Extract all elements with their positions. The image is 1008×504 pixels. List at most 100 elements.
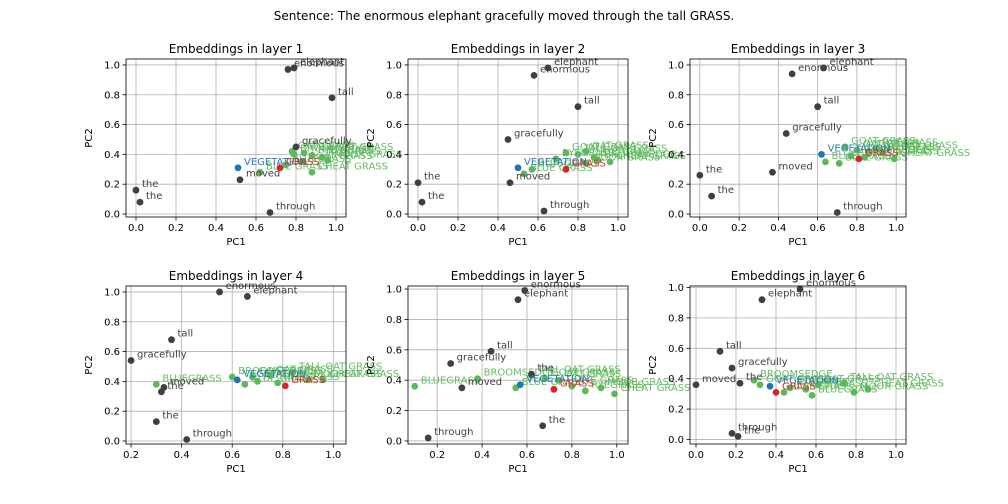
point-label-similar: RYE GRASS (284, 372, 340, 383)
point-label-word: the (549, 415, 565, 426)
point-label-similar: BROOMSEDGE (238, 366, 311, 377)
point-label-category: VEGETATION (244, 157, 307, 168)
point-category (234, 164, 242, 172)
point-label-similar: TALL OAT GRASS (849, 372, 933, 383)
point-label-similar: CHEAT GRASS (874, 378, 944, 389)
point-label-similar: MOOR GRASS (607, 377, 675, 388)
x-tick-label: 0.2 (168, 223, 184, 234)
point-label-word: moved (170, 376, 204, 387)
point-word (758, 296, 766, 304)
point-label-word: enormous (531, 280, 581, 291)
point-similar (228, 373, 236, 381)
y-axis-label: PC2 (84, 128, 95, 147)
point-similar (411, 382, 419, 390)
point-label-word: moved (468, 377, 502, 388)
point-similar (841, 143, 849, 151)
y-tick-label: 0.8 (386, 315, 402, 326)
point-word (292, 143, 300, 151)
point-label-similar: BLUEGRASS (421, 375, 480, 386)
point-word (788, 70, 796, 78)
x-tick-label: 0.0 (128, 223, 144, 234)
axes-frame (125, 58, 347, 218)
point-label-word: elephant (300, 57, 344, 68)
point-similar (266, 372, 274, 379)
point-word (530, 71, 538, 79)
point-similar (241, 380, 249, 388)
x-tick-label: 0.4 (768, 450, 784, 461)
point-word (160, 383, 168, 391)
y-tick-label: 0.4 (104, 377, 120, 388)
point-similar (555, 376, 562, 384)
point-category (818, 150, 825, 158)
point-similar (249, 373, 256, 381)
point-label-word: the (744, 425, 760, 436)
point-similar (756, 381, 764, 389)
y-tick-label: 0.8 (668, 313, 684, 324)
point-label-word: the (424, 172, 440, 183)
chart-panel-layer-1: 0.0 0.2 0.4 0.6 0.8 1.0 0.0 0.2 0.4 0.6 0.8 1.0 OAT … (84, 42, 402, 248)
point-word (266, 209, 274, 216)
x-tick-label: 1.0 (888, 450, 904, 461)
point-word (414, 179, 422, 187)
point-label-similar: OAT GRASS (824, 374, 881, 385)
point-label-similar: BROOMSEDGE (300, 143, 373, 154)
point-similar (582, 159, 590, 167)
x-tick-label: 0.4 (490, 223, 506, 234)
axes-frame (689, 285, 907, 445)
x-tick-label: 0.0 (410, 223, 426, 234)
point-similar (802, 385, 810, 393)
point-word (504, 136, 512, 143)
y-tick-label: 0.2 (668, 405, 684, 416)
x-tick-label: 0.4 (474, 450, 490, 461)
point-similar (308, 152, 316, 160)
point-word (833, 209, 841, 216)
point-similar (298, 158, 306, 166)
point-label-similar: RYEGRASS (888, 142, 941, 153)
x-axis-label: PC1 (226, 464, 245, 475)
y-axis-label: PC2 (366, 355, 377, 374)
point-label-word: through (276, 202, 315, 213)
point-label-word: elephant (554, 57, 598, 68)
point-label-word: through (738, 422, 777, 433)
point-similar (274, 379, 282, 387)
point-word (708, 192, 715, 200)
y-tick-label: 1.0 (104, 60, 120, 71)
axes-frame (689, 58, 907, 218)
y-tick-label: 0.0 (104, 437, 120, 448)
point-word (183, 436, 191, 443)
point-label-similar: RYE GRASS (578, 375, 634, 386)
point-label-similar: BLUEGRASS (538, 158, 597, 169)
point-label-category: VEGETATION (243, 369, 306, 380)
point-similar (847, 152, 855, 160)
point-label-similar: BLUE GRASS (266, 161, 329, 172)
point-similar (611, 390, 618, 398)
point-similar (256, 168, 264, 176)
point-word (424, 434, 432, 442)
y-tick-label: 1.0 (668, 60, 684, 71)
point-similar (890, 155, 898, 163)
point-label-similar: GOAT GRASS (308, 151, 373, 162)
point-word (796, 285, 804, 293)
y-tick-label: 0.4 (668, 374, 684, 385)
y-tick-label: 0.8 (668, 90, 684, 101)
point-label-word: the (706, 164, 722, 175)
point-label-similar: GOAT GRASS (572, 142, 637, 153)
point-similar (864, 385, 872, 393)
point-label-similar: TALL OAT GRASS (583, 143, 667, 154)
point-label-word: gracefully (457, 352, 507, 363)
point-word (696, 171, 704, 179)
point-similar (786, 384, 794, 392)
point-label-word: elephant (524, 289, 568, 300)
point-label-similar: BROOMSEDGE (760, 369, 833, 380)
y-tick-label: 0.6 (668, 120, 684, 131)
point-word (168, 336, 175, 344)
axes-frame (125, 285, 347, 445)
point-similar (474, 375, 481, 383)
point-label-similar: BLUEGRASS (162, 373, 221, 384)
point-word (820, 64, 827, 72)
x-tick-label: 0.6 (224, 450, 240, 461)
point-word (528, 370, 535, 378)
point-category (233, 376, 241, 384)
y-tick-label: 0.8 (386, 90, 402, 101)
